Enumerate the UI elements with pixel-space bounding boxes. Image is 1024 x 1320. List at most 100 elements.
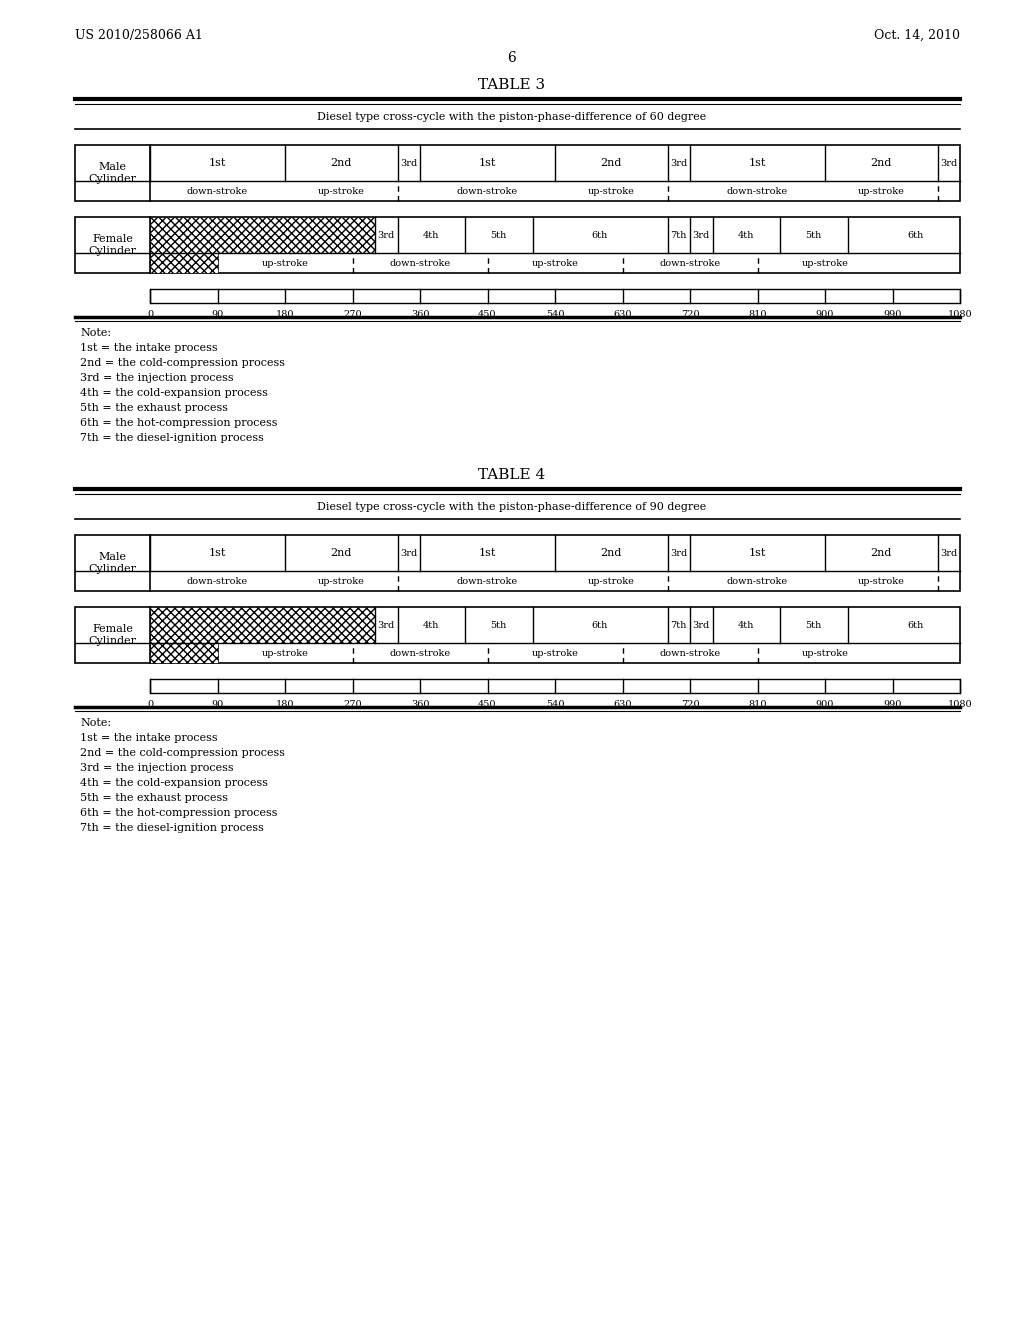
Text: 450: 450 (478, 700, 497, 709)
Bar (150, 253, 217, 273)
Text: 900: 900 (816, 700, 835, 709)
Text: 6th: 6th (592, 231, 608, 239)
Text: 900: 900 (816, 310, 835, 319)
Bar (75, 607, 961, 663)
Text: 6th = the hot-compression process: 6th = the hot-compression process (80, 808, 278, 818)
Text: Note:: Note: (80, 327, 112, 338)
Text: 4th: 4th (738, 620, 755, 630)
Text: Male
Cylinder: Male Cylinder (88, 162, 136, 183)
Text: Male
Cylinder: Male Cylinder (88, 552, 136, 574)
Text: 3rd: 3rd (400, 158, 418, 168)
Text: 0: 0 (146, 310, 153, 319)
Text: 990: 990 (884, 700, 902, 709)
Text: 720: 720 (681, 310, 699, 319)
Text: 270: 270 (343, 310, 361, 319)
Text: down-stroke: down-stroke (457, 186, 518, 195)
Text: up-stroke: up-stroke (317, 577, 365, 586)
Text: 990: 990 (884, 310, 902, 319)
Text: 7th = the diesel-ignition process: 7th = the diesel-ignition process (80, 433, 264, 444)
Text: 0: 0 (146, 700, 153, 709)
Text: down-stroke: down-stroke (659, 648, 721, 657)
Text: down-stroke: down-stroke (389, 648, 451, 657)
Text: up-stroke: up-stroke (531, 648, 579, 657)
Text: 810: 810 (749, 700, 767, 709)
Text: down-stroke: down-stroke (457, 577, 518, 586)
Text: 4th: 4th (423, 620, 439, 630)
Text: 1st: 1st (209, 158, 226, 168)
Text: 1st: 1st (749, 158, 766, 168)
Text: 5th: 5th (490, 231, 507, 239)
Text: down-stroke: down-stroke (727, 577, 788, 586)
Text: 3rd: 3rd (378, 620, 395, 630)
Text: 3rd: 3rd (940, 158, 957, 168)
Text: 2nd = the cold-compression process: 2nd = the cold-compression process (80, 358, 285, 368)
Text: up-stroke: up-stroke (802, 259, 849, 268)
Text: up-stroke: up-stroke (588, 186, 635, 195)
Text: TABLE 4: TABLE 4 (478, 469, 546, 482)
Text: up-stroke: up-stroke (588, 577, 635, 586)
Text: 1st = the intake process: 1st = the intake process (80, 733, 218, 743)
Text: 1st: 1st (479, 548, 497, 558)
Text: 5th: 5th (490, 620, 507, 630)
Text: down-stroke: down-stroke (187, 577, 248, 586)
Bar (75, 145, 961, 201)
Text: 3rd = the injection process: 3rd = the injection process (80, 763, 233, 774)
Text: Diesel type cross-cycle with the piston-phase-difference of 60 degree: Diesel type cross-cycle with the piston-… (317, 112, 707, 121)
Text: 3rd: 3rd (692, 620, 710, 630)
Text: 540: 540 (546, 310, 564, 319)
Bar (75, 216, 961, 273)
Bar (75, 535, 961, 591)
Text: up-stroke: up-stroke (261, 259, 308, 268)
Text: 4th = the cold-expansion process: 4th = the cold-expansion process (80, 777, 268, 788)
Text: 2nd: 2nd (870, 548, 892, 558)
Text: up-stroke: up-stroke (531, 259, 579, 268)
Bar (150, 607, 375, 643)
Bar (150, 678, 961, 693)
Text: 6th = the hot-compression process: 6th = the hot-compression process (80, 418, 278, 428)
Text: 2nd: 2nd (331, 158, 352, 168)
Text: Oct. 14, 2010: Oct. 14, 2010 (874, 29, 961, 41)
Text: down-stroke: down-stroke (187, 186, 248, 195)
Bar (150, 643, 217, 663)
Text: 540: 540 (546, 700, 564, 709)
Text: 7th: 7th (671, 620, 687, 630)
Text: 1080: 1080 (947, 700, 973, 709)
Text: 270: 270 (343, 700, 361, 709)
Text: 7th = the diesel-ignition process: 7th = the diesel-ignition process (80, 822, 264, 833)
Text: Female
Cylinder: Female Cylinder (88, 624, 136, 645)
Bar (150, 289, 961, 304)
Text: 3rd: 3rd (692, 231, 710, 239)
Text: 810: 810 (749, 310, 767, 319)
Text: 3rd: 3rd (940, 549, 957, 557)
Text: 720: 720 (681, 700, 699, 709)
Text: 1st: 1st (209, 548, 226, 558)
Text: 2nd: 2nd (331, 548, 352, 558)
Text: 3rd = the injection process: 3rd = the injection process (80, 374, 233, 383)
Text: Female
Cylinder: Female Cylinder (88, 234, 136, 256)
Text: 2nd: 2nd (870, 158, 892, 168)
Text: 360: 360 (411, 700, 429, 709)
Text: down-stroke: down-stroke (659, 259, 721, 268)
Text: 2nd = the cold-compression process: 2nd = the cold-compression process (80, 748, 285, 758)
Text: up-stroke: up-stroke (317, 186, 365, 195)
Text: 7th: 7th (671, 231, 687, 239)
Text: 3rd: 3rd (670, 158, 687, 168)
Text: 5th: 5th (806, 231, 822, 239)
Text: 5th = the exhaust process: 5th = the exhaust process (80, 403, 228, 413)
Text: 3rd: 3rd (670, 549, 687, 557)
Text: up-stroke: up-stroke (858, 186, 904, 195)
Text: 1st: 1st (479, 158, 497, 168)
Text: down-stroke: down-stroke (727, 186, 788, 195)
Text: 5th = the exhaust process: 5th = the exhaust process (80, 793, 228, 803)
Text: up-stroke: up-stroke (261, 648, 308, 657)
Text: 6th: 6th (907, 231, 923, 239)
Text: TABLE 3: TABLE 3 (478, 78, 546, 92)
Text: 90: 90 (211, 310, 223, 319)
Text: 6th: 6th (592, 620, 608, 630)
Text: 6: 6 (508, 51, 516, 65)
Text: 450: 450 (478, 310, 497, 319)
Text: 4th: 4th (738, 231, 755, 239)
Text: US 2010/258066 A1: US 2010/258066 A1 (75, 29, 203, 41)
Text: 1080: 1080 (947, 310, 973, 319)
Text: 5th: 5th (806, 620, 822, 630)
